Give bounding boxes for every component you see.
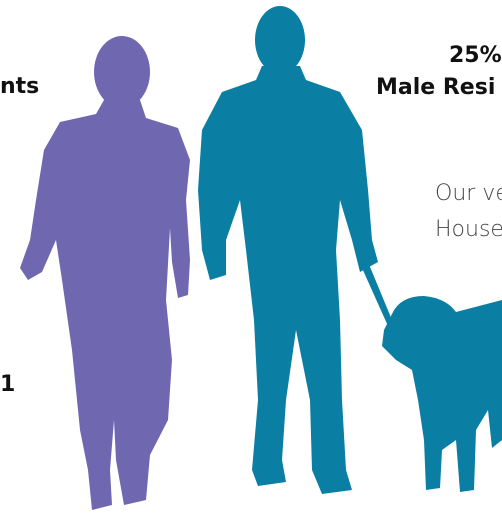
infographic: nts 1 25% Male Resi Our ve House <box>0 0 502 516</box>
note-line: House <box>435 217 502 242</box>
woman-silhouette <box>20 36 190 510</box>
note-line: Our ve <box>435 181 502 206</box>
page: {"left_column": {"heading": "nts", "valu… <box>0 0 502 516</box>
man-silhouette <box>198 6 392 494</box>
right-heading: Male Resi <box>376 75 495 100</box>
left-heading: nts <box>0 74 39 99</box>
dog-silhouette <box>382 296 502 492</box>
left-value: 1 <box>0 372 15 397</box>
percent: 25% <box>449 43 502 68</box>
